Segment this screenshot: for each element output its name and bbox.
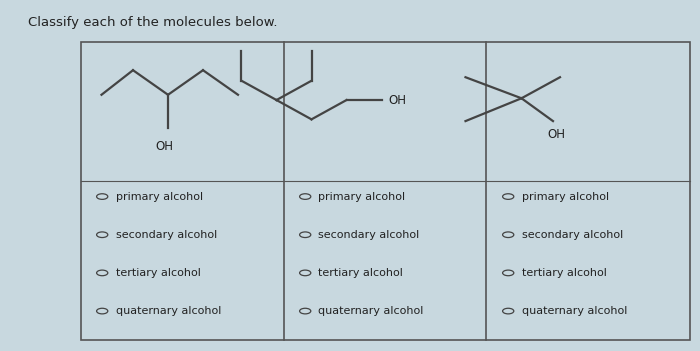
Text: primary alcohol: primary alcohol bbox=[116, 192, 202, 201]
Text: Classify each of the molecules below.: Classify each of the molecules below. bbox=[28, 16, 277, 29]
Text: primary alcohol: primary alcohol bbox=[522, 192, 608, 201]
Text: primary alcohol: primary alcohol bbox=[318, 192, 405, 201]
Text: tertiary alcohol: tertiary alcohol bbox=[116, 268, 200, 278]
Bar bbox=[80, 42, 690, 340]
Text: OH: OH bbox=[547, 128, 566, 141]
Text: tertiary alcohol: tertiary alcohol bbox=[522, 268, 606, 278]
Text: OH: OH bbox=[389, 93, 407, 107]
Text: secondary alcohol: secondary alcohol bbox=[116, 230, 217, 240]
Text: OH: OH bbox=[155, 140, 174, 153]
Text: tertiary alcohol: tertiary alcohol bbox=[318, 268, 403, 278]
Text: quaternary alcohol: quaternary alcohol bbox=[116, 306, 221, 316]
Text: quaternary alcohol: quaternary alcohol bbox=[522, 306, 627, 316]
Text: secondary alcohol: secondary alcohol bbox=[522, 230, 623, 240]
Text: secondary alcohol: secondary alcohol bbox=[318, 230, 420, 240]
Text: quaternary alcohol: quaternary alcohol bbox=[318, 306, 424, 316]
